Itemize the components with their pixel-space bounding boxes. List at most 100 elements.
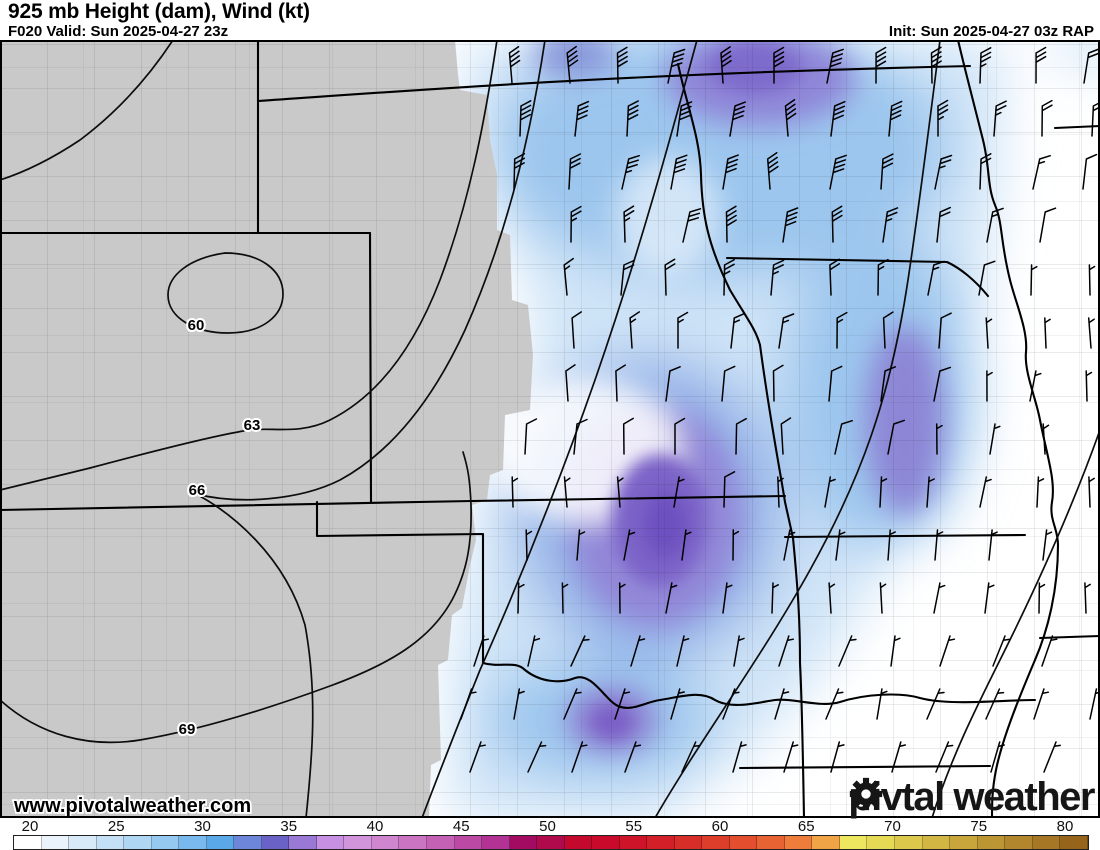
wind-barb — [830, 100, 846, 137]
wind-barb — [984, 582, 995, 614]
wind-barb — [629, 311, 641, 349]
wind-barb — [778, 635, 795, 667]
wind-barb — [1030, 264, 1038, 296]
colorbar-cell — [647, 836, 675, 849]
wind-barb — [573, 418, 588, 455]
colorbar-cell — [124, 836, 152, 849]
wind-barb — [935, 423, 943, 455]
map-frame — [0, 40, 1100, 818]
wind-barb — [829, 258, 841, 296]
wind-barb — [986, 207, 1004, 243]
wind-barb — [735, 417, 747, 455]
colorbar-cell — [592, 836, 620, 849]
colorbar-cell — [482, 836, 510, 849]
colorbar-tick-label: 50 — [539, 818, 556, 835]
colorbar-cell — [674, 836, 703, 849]
wind-barb — [722, 154, 739, 190]
wind-barb — [986, 370, 993, 402]
wind-barb — [766, 152, 779, 190]
wind-barb — [880, 366, 897, 402]
wind-barb — [784, 98, 797, 137]
wind-barb — [930, 46, 942, 84]
wind-barb — [828, 365, 843, 402]
wind-barb — [933, 582, 946, 614]
wind-barb — [772, 364, 784, 402]
wind-barb — [935, 741, 954, 773]
colorbar-tick-label: 80 — [1056, 818, 1074, 835]
wind-barb — [993, 100, 1007, 137]
init-time-label: Init: Sun 2025-04-27 03z RAP — [888, 23, 1094, 40]
wind-barb — [830, 741, 845, 773]
wind-barb — [527, 741, 547, 773]
wind-barb — [1038, 582, 1046, 614]
colorbar-cell — [1005, 836, 1033, 849]
colorbar-cell — [839, 836, 868, 849]
wind-barb — [834, 419, 853, 455]
wind-barb — [563, 257, 574, 296]
colorbar-cell — [69, 836, 97, 849]
wind-barb — [887, 529, 896, 561]
wind-barb — [566, 45, 579, 84]
wind-barb — [1085, 370, 1093, 402]
page-title: 925 mb Height (dam), Wind (kt) — [8, 0, 310, 23]
wind-barb — [828, 582, 836, 614]
wind-barb — [725, 205, 737, 243]
wind-barb — [825, 688, 844, 720]
map-header: 925 mb Height (dam), Wind (kt) F020 Vali… — [0, 0, 1100, 40]
wind-barb — [729, 101, 747, 137]
wind-barb — [985, 317, 993, 349]
colorbar-cell — [702, 836, 730, 849]
logo-text-right: tal weather — [901, 775, 1096, 819]
colorbar-tick-label: 25 — [107, 818, 125, 835]
wind-barb — [1042, 423, 1050, 455]
wind-barb — [570, 205, 582, 243]
wind-barb — [985, 688, 1005, 720]
colorbar-cell — [977, 836, 1006, 849]
gear-icon — [850, 777, 883, 811]
wind-barb — [616, 476, 624, 508]
wind-barb — [677, 311, 689, 349]
wind-barb — [732, 529, 740, 561]
colorbar-cell — [729, 836, 758, 849]
wind-barb — [1035, 46, 1047, 84]
colorbar-cell — [14, 836, 42, 849]
wind-barb — [722, 582, 733, 614]
wind-barb — [561, 582, 569, 614]
wind-barb — [460, 688, 477, 720]
colorbar-cell — [619, 836, 648, 849]
colorbar-tick-label: 65 — [797, 818, 815, 835]
wind-barb — [473, 635, 490, 667]
contour-label: 66 — [189, 482, 206, 499]
colorbar-cell — [509, 836, 538, 849]
wind-barb — [665, 582, 678, 614]
colorbar-cell — [344, 836, 372, 849]
height-contours — [0, 40, 1100, 818]
wind-barb — [979, 47, 992, 84]
wind-barb — [1084, 582, 1091, 614]
wind-barb — [670, 154, 688, 190]
wind-barb — [681, 529, 692, 561]
wind-barb — [621, 154, 640, 190]
wind-barb — [782, 207, 799, 243]
wind-barb — [513, 152, 526, 190]
wind-barb — [836, 311, 848, 349]
missouri-river — [676, 62, 762, 347]
colorbar-tick-label: 60 — [711, 818, 729, 835]
wind-barb — [723, 471, 736, 508]
wind-barb — [882, 207, 899, 243]
colorbar-tick-label: 75 — [970, 818, 988, 835]
colorbar-cell — [922, 836, 951, 849]
wind-barb — [1033, 688, 1050, 720]
colorbar-tick-label: 40 — [366, 818, 384, 835]
wind-barb — [733, 635, 745, 667]
wind-barb — [876, 688, 888, 720]
colorbar-cell — [289, 836, 317, 849]
colorbar-cell — [96, 836, 125, 849]
colorbar-tick-label: 20 — [21, 818, 39, 835]
colorbar-cell — [784, 836, 813, 849]
wind-barb — [990, 741, 1005, 773]
wind-barb — [877, 258, 889, 296]
wind-barb — [890, 635, 901, 667]
colorbar-tick-label: 35 — [280, 818, 298, 835]
wind-barb — [570, 635, 590, 667]
